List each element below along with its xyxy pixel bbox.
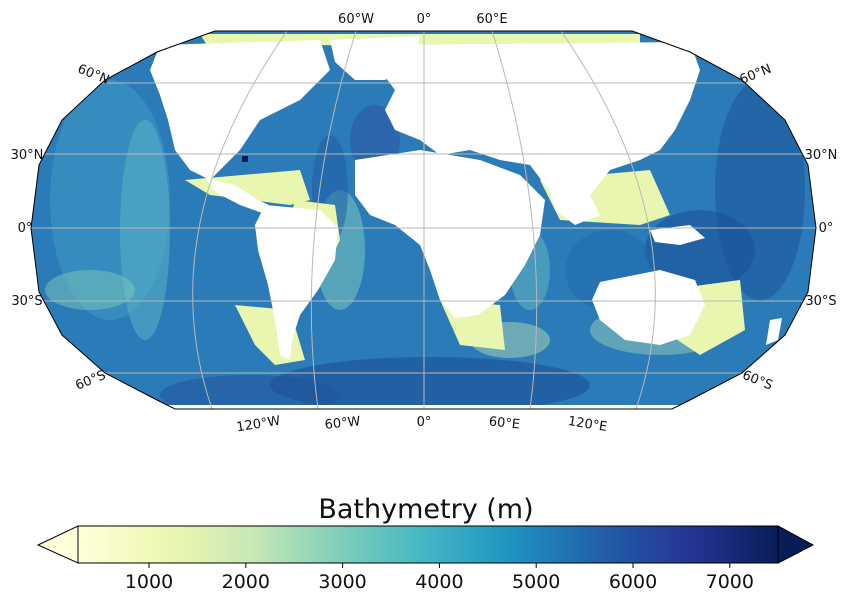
landmass-australia [592, 270, 705, 345]
lat-label-left-0: 0° [18, 221, 33, 236]
colorbar-ticks: 1000 2000 3000 4000 5000 6000 7000 [125, 563, 754, 593]
lon-label-top-0: 0° [417, 12, 432, 27]
gridline-lon-120w [192, 31, 288, 409]
landmass-eurasia [380, 42, 700, 200]
landmass-southeast-asia [650, 225, 705, 245]
lat-label-right-60s: 60°S [740, 368, 775, 394]
lat-label-right-0: 0° [819, 221, 834, 236]
lat-label-right-30s: 30°S [805, 294, 836, 309]
colorbar-frame [77, 525, 779, 564]
colorbar-title: Bathymetry (m) [318, 494, 533, 525]
map-border [30, 30, 817, 410]
colorbar-tick-label: 3000 [318, 571, 366, 593]
colorbar-tick-label: 6000 [609, 571, 657, 593]
lat-label-left-60n: 60°N [75, 62, 111, 88]
lon-label-bottom-0: 0° [417, 415, 432, 430]
lon-label-bottom-120e: 120°E [567, 414, 608, 435]
graticule [31, 31, 816, 409]
landmass-central-america [205, 178, 275, 214]
lon-label-bottom-60e: 60°E [488, 414, 521, 432]
gridline-lon-120e [560, 31, 656, 409]
colorbar-tick-label: 7000 [706, 571, 754, 593]
lat-label-left-60s: 60°S [73, 368, 108, 394]
landmass-arabia-india [548, 185, 600, 225]
colorbar: Bathymetry (m) 1000 2000 3000 4000 5000 6000 7… [36, 494, 815, 593]
colorbar-extend-min [36, 525, 79, 564]
colorbar-gradient [78, 526, 778, 563]
gridline-lon-60w [310, 31, 357, 409]
lat-label-right-30n: 30°N [805, 148, 838, 163]
landmass-new-zealand [766, 318, 782, 345]
colorbar-extend-max [777, 525, 815, 564]
lat-label-right-60n: 60°N [738, 62, 774, 88]
colorbar-tick-label: 1000 [125, 571, 173, 593]
land-masses [150, 36, 782, 409]
lon-label-top-60e: 60°E [476, 12, 507, 27]
colorbar-tick-label: 2000 [222, 571, 270, 593]
lon-label-bottom-60w: 60°W [324, 414, 361, 433]
lat-label-left-30s: 30°S [11, 294, 42, 309]
landmass-south-america [255, 205, 338, 360]
landmass-africa [355, 150, 545, 318]
lat-label-left-30n: 30°N [11, 148, 44, 163]
colorbar-tick-label: 4000 [415, 571, 463, 593]
map-panel [31, 31, 816, 409]
lon-label-bottom-120w: 120°W [235, 414, 281, 436]
lon-label-top-60w: 60°W [338, 12, 374, 27]
gridline-lon-60e [491, 31, 538, 409]
colorbar-tick-label: 5000 [512, 571, 560, 593]
